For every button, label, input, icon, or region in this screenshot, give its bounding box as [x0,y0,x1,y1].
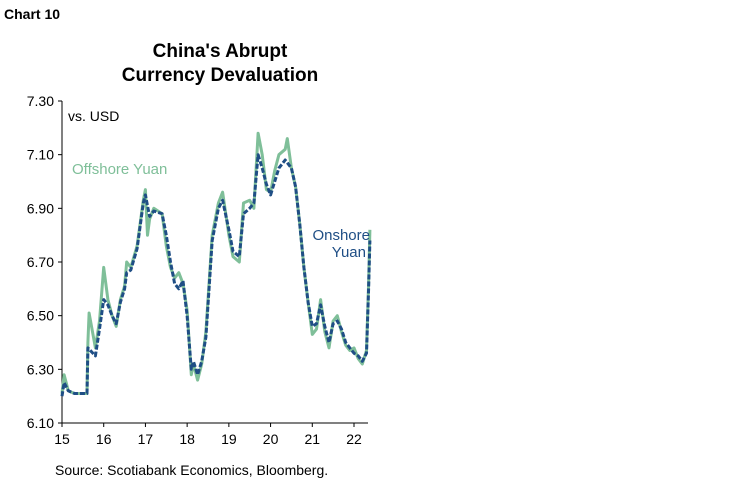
chart-title: China's Abrupt Currency Devaluation [100,40,340,88]
x-tick-label: 15 [54,431,70,447]
y-axis-unit-label: vs. USD [68,108,119,124]
y-tick-label: 7.30 [27,93,54,109]
x-tick-label: 19 [221,431,237,447]
chart-number: Chart 10 [4,6,61,22]
chart-title-line-2: Currency Devaluation [121,65,319,86]
onshore-yuan-line [60,153,372,397]
source-note: Source: Scotiabank Economics, Bloomberg. [55,462,329,478]
x-tick-label: 18 [179,431,195,447]
y-tick-label: 6.90 [27,200,54,216]
offshore-series-label: Offshore Yuan [72,161,167,178]
onshore-series-label-line-1: Onshore [312,227,370,244]
y-tick-label: 6.70 [27,254,54,270]
y-tick-label: 6.50 [27,308,54,324]
y-tick-label: 6.30 [27,361,54,377]
x-tick-label: 20 [263,431,279,447]
x-tick-label: 21 [304,431,320,447]
y-tick-label: 6.10 [27,415,54,431]
onshore-series-label-line-2: Yuan [332,244,366,261]
x-tick-label: 17 [138,431,154,447]
x-tick-label: 16 [96,431,112,447]
y-tick-label: 7.10 [27,147,54,163]
x-tick-label: 22 [346,431,362,447]
chart-title-line-1: China's Abrupt [152,41,288,62]
